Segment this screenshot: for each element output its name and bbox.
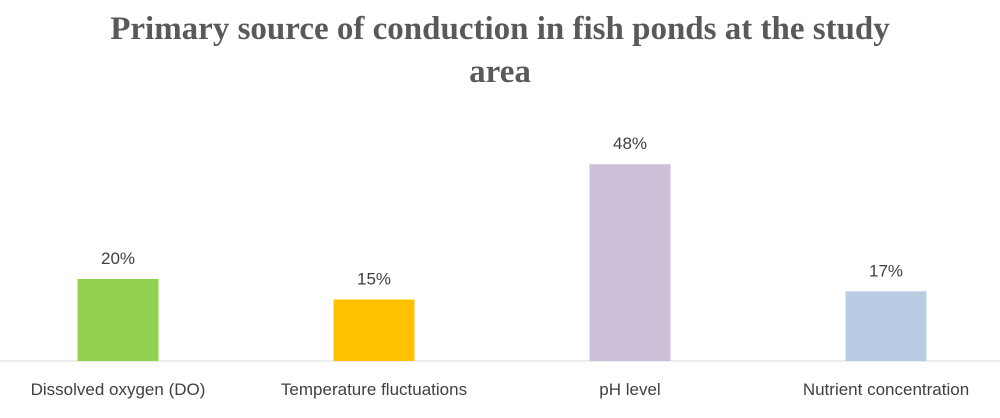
data-label-1: 20%: [101, 249, 135, 268]
category-label-4: Nutrient concentration: [803, 380, 969, 399]
chart-title-line-1: Primary source of conduction in fish pon…: [110, 11, 890, 47]
category-label-1: Dissolved oxygen (DO): [31, 380, 206, 399]
data-label-3: 48%: [613, 134, 647, 153]
bar-4: [845, 291, 927, 361]
chart-title-line-2: area: [469, 54, 531, 90]
bar-2: [333, 299, 415, 361]
category-label-3: pH level: [599, 380, 660, 399]
bar-1: [77, 279, 159, 361]
bars-group: 20% Dissolved oxygen (DO) 15% Temperature f…: [31, 134, 970, 399]
bar-3: [589, 164, 671, 361]
chart-title: Primary source of conduction in fish pon…: [0, 8, 1000, 94]
data-label-4: 17%: [869, 261, 903, 280]
data-label-2: 15%: [357, 270, 391, 289]
category-label-2: Temperature fluctuations: [281, 380, 467, 399]
